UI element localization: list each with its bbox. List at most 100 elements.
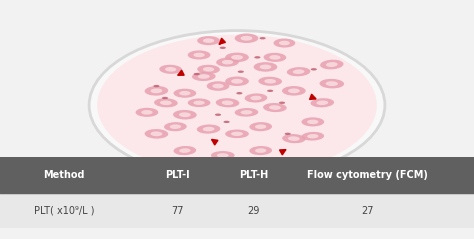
Ellipse shape	[258, 77, 282, 86]
Ellipse shape	[241, 110, 252, 114]
Ellipse shape	[219, 47, 226, 49]
Text: Method: Method	[43, 170, 85, 180]
Circle shape	[89, 31, 385, 180]
Ellipse shape	[307, 120, 319, 124]
Ellipse shape	[231, 132, 243, 136]
Ellipse shape	[250, 96, 262, 100]
Ellipse shape	[165, 67, 176, 72]
Ellipse shape	[212, 84, 224, 88]
Text: PLT-I: PLT-I	[165, 170, 190, 180]
Ellipse shape	[215, 114, 221, 116]
Ellipse shape	[211, 151, 235, 160]
Bar	[0, 194, 474, 228]
Ellipse shape	[235, 33, 258, 43]
Ellipse shape	[288, 88, 300, 93]
Ellipse shape	[264, 79, 276, 84]
Text: 27: 27	[361, 206, 374, 216]
Ellipse shape	[179, 112, 191, 117]
Ellipse shape	[240, 36, 252, 41]
Ellipse shape	[317, 100, 328, 105]
Ellipse shape	[293, 69, 304, 74]
Ellipse shape	[193, 101, 205, 105]
Ellipse shape	[259, 65, 271, 69]
Ellipse shape	[154, 85, 159, 87]
Ellipse shape	[269, 105, 281, 110]
Ellipse shape	[197, 125, 220, 134]
Ellipse shape	[282, 134, 306, 143]
Ellipse shape	[279, 41, 290, 45]
Ellipse shape	[284, 133, 291, 135]
Ellipse shape	[217, 153, 229, 158]
Ellipse shape	[319, 79, 344, 88]
Ellipse shape	[255, 148, 266, 153]
Text: 77: 77	[172, 206, 184, 216]
Ellipse shape	[231, 79, 243, 84]
Ellipse shape	[203, 67, 214, 72]
Ellipse shape	[310, 98, 334, 107]
Ellipse shape	[326, 81, 338, 86]
Ellipse shape	[279, 102, 285, 104]
Ellipse shape	[236, 92, 242, 94]
Ellipse shape	[301, 117, 324, 126]
Ellipse shape	[320, 60, 344, 69]
Ellipse shape	[287, 67, 310, 76]
Ellipse shape	[222, 60, 233, 65]
Ellipse shape	[136, 108, 158, 117]
Ellipse shape	[225, 76, 249, 86]
Ellipse shape	[197, 65, 220, 74]
Ellipse shape	[173, 146, 196, 155]
Ellipse shape	[141, 110, 153, 115]
Ellipse shape	[151, 88, 162, 93]
Ellipse shape	[245, 93, 267, 103]
Ellipse shape	[193, 73, 200, 75]
Ellipse shape	[159, 65, 182, 74]
Ellipse shape	[160, 100, 172, 105]
Ellipse shape	[173, 110, 197, 120]
Ellipse shape	[154, 98, 178, 107]
Ellipse shape	[269, 55, 281, 60]
Ellipse shape	[145, 86, 168, 96]
Ellipse shape	[162, 97, 168, 99]
Ellipse shape	[170, 124, 181, 129]
Ellipse shape	[263, 103, 287, 112]
Text: PLT-H: PLT-H	[239, 170, 268, 180]
Ellipse shape	[301, 132, 324, 141]
Ellipse shape	[231, 55, 243, 60]
Ellipse shape	[203, 38, 214, 43]
Ellipse shape	[311, 68, 317, 71]
Ellipse shape	[203, 127, 214, 131]
Circle shape	[97, 35, 377, 176]
Ellipse shape	[173, 89, 196, 98]
Ellipse shape	[145, 129, 168, 139]
Text: PLT( x10⁹/L ): PLT( x10⁹/L )	[34, 206, 94, 216]
Ellipse shape	[249, 122, 272, 131]
Ellipse shape	[216, 58, 239, 67]
Ellipse shape	[198, 74, 210, 79]
Ellipse shape	[326, 62, 337, 67]
Text: 29: 29	[247, 206, 260, 216]
Ellipse shape	[237, 71, 244, 73]
Ellipse shape	[216, 98, 239, 107]
Bar	[0, 157, 474, 194]
Ellipse shape	[179, 91, 191, 96]
Ellipse shape	[188, 50, 210, 60]
Ellipse shape	[249, 146, 272, 155]
Ellipse shape	[273, 38, 295, 48]
Text: Flow cytometry (FCM): Flow cytometry (FCM)	[307, 170, 428, 180]
Ellipse shape	[151, 131, 162, 136]
Ellipse shape	[259, 37, 265, 39]
Ellipse shape	[179, 148, 191, 153]
Ellipse shape	[264, 53, 286, 62]
Ellipse shape	[282, 86, 306, 96]
Ellipse shape	[224, 121, 229, 123]
Ellipse shape	[267, 90, 273, 92]
Ellipse shape	[164, 122, 187, 131]
Ellipse shape	[255, 124, 266, 129]
Ellipse shape	[207, 81, 229, 91]
Ellipse shape	[197, 36, 220, 45]
Ellipse shape	[254, 56, 261, 59]
Ellipse shape	[254, 62, 277, 72]
Ellipse shape	[288, 136, 300, 141]
Ellipse shape	[192, 72, 216, 81]
Ellipse shape	[225, 53, 249, 62]
